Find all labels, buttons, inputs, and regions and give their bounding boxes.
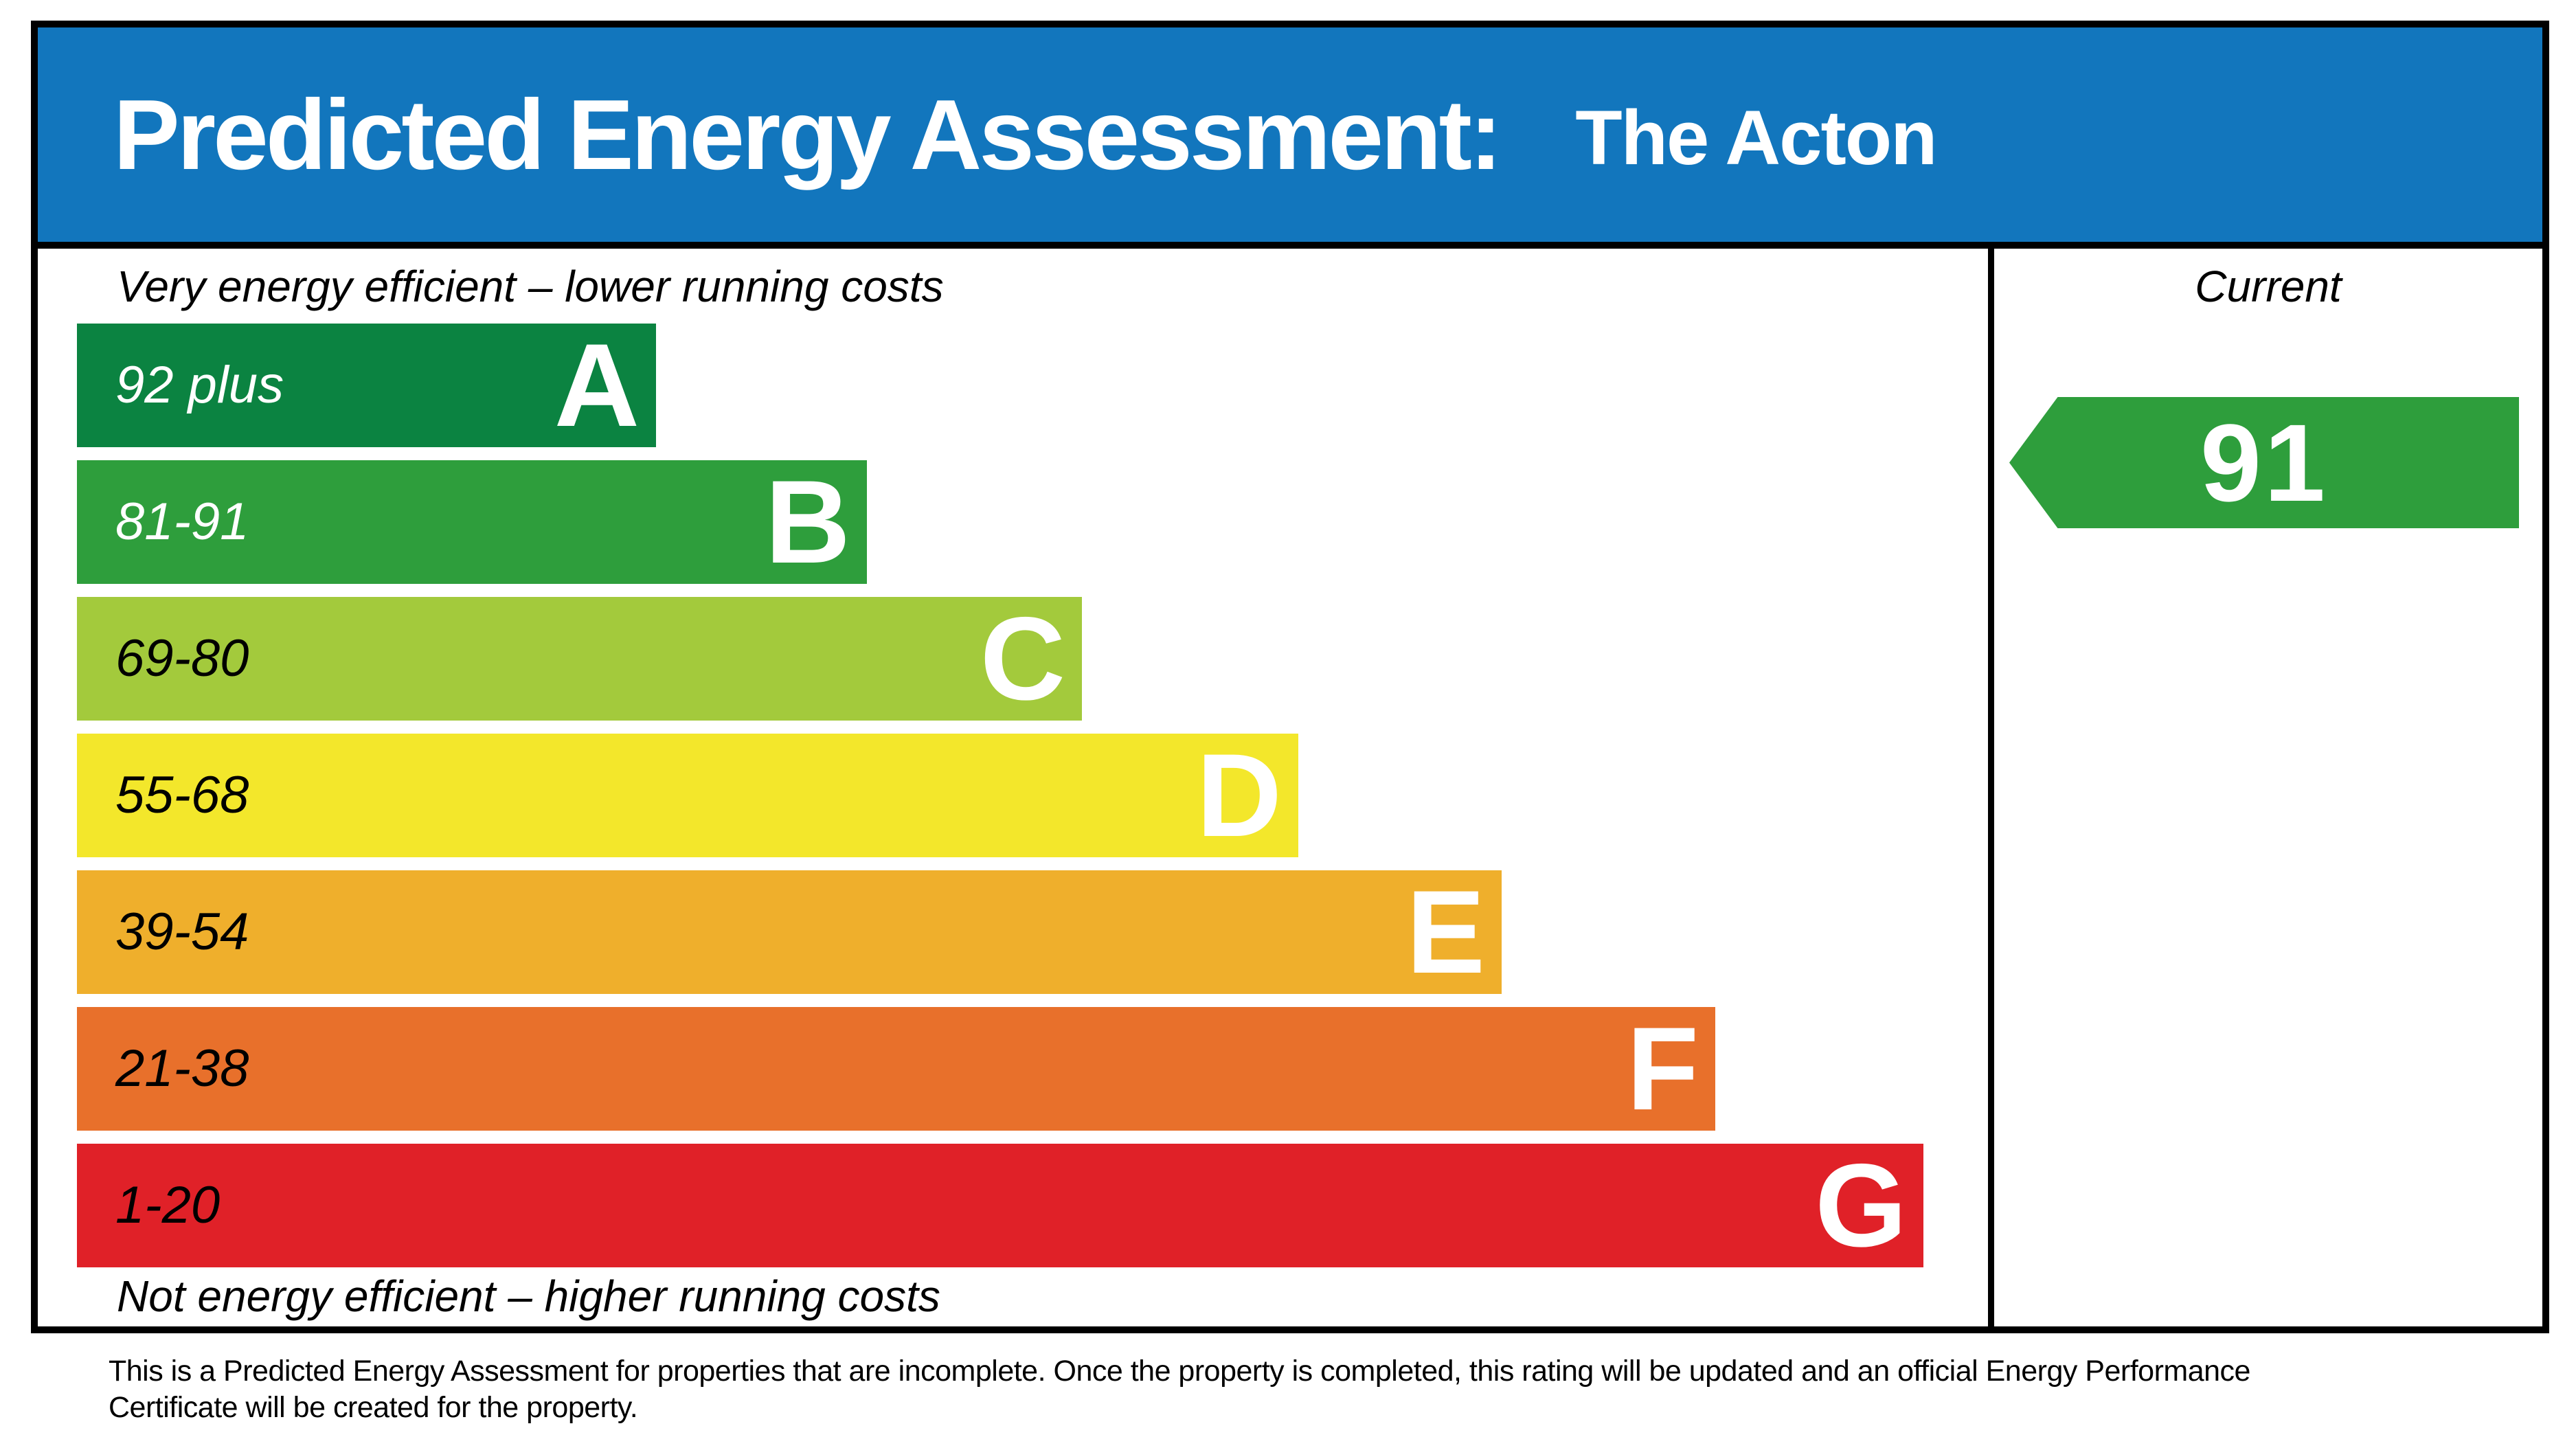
bands: 92 plus A 81-91 B 69-80 C 55-68 D 39-54 …: [77, 324, 1923, 1267]
band-range-label: 55-68: [115, 766, 249, 824]
band-range-label: 92 plus: [115, 356, 284, 414]
footer-text-line-1: This is a Predicted Energy Assessment fo…: [109, 1355, 2250, 1388]
footer-text-line-2: Certificate will be created for the prop…: [109, 1391, 638, 1424]
current-rating-arrow: 91: [2009, 397, 2519, 528]
band-letter: F: [1626, 1003, 1699, 1135]
property-name: The Acton: [1575, 95, 1937, 181]
title-row: Predicted Energy Assessment: The Acton: [38, 78, 1938, 190]
header-bar: Predicted Energy Assessment: The Acton: [31, 21, 2549, 249]
band-row: 1-20 G: [77, 1144, 1923, 1267]
band-range-label: 69-80: [115, 629, 249, 688]
band-letter: C: [980, 593, 1065, 725]
band-range-label: 81-91: [115, 493, 249, 551]
panel-separator-line: [1988, 247, 1994, 1328]
band-letter: B: [765, 456, 850, 588]
band-row: 55-68 D: [77, 734, 1298, 857]
current-column-header: Current: [2195, 262, 2342, 311]
band-row: 69-80 C: [77, 597, 1082, 721]
band-letter: D: [1196, 729, 1282, 861]
band-range-label: 39-54: [115, 903, 249, 961]
current-rating-value: 91: [2200, 400, 2328, 524]
band-range-label: 21-38: [115, 1039, 249, 1098]
band-row: 21-38 F: [77, 1007, 1715, 1131]
top-caption: Very energy efficient – lower running co…: [117, 262, 944, 311]
page-title: Predicted Energy Assessment:: [113, 78, 1502, 190]
band-row: 81-91 B: [77, 460, 867, 584]
band-letter: E: [1406, 866, 1485, 998]
band-row: 92 plus A: [77, 324, 656, 447]
band-letter: G: [1815, 1140, 1907, 1271]
band-letter: A: [554, 319, 640, 451]
band-row: 39-54 E: [77, 870, 1502, 994]
band-range-label: 1-20: [115, 1176, 221, 1234]
bottom-caption: Not energy efficient – higher running co…: [117, 1271, 940, 1321]
